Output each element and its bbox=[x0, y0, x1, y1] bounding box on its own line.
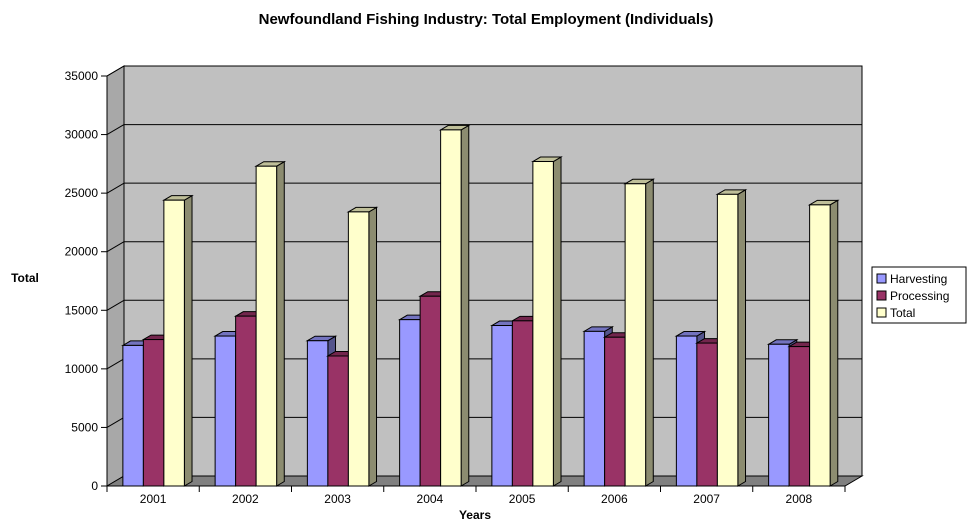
bar-front bbox=[583, 330, 606, 487]
legend-swatch bbox=[876, 307, 887, 318]
bar-front bbox=[696, 342, 718, 487]
legend-label: Harvesting bbox=[890, 272, 947, 286]
legend-label: Total bbox=[890, 306, 915, 320]
x-tick-label: 2005 bbox=[509, 492, 536, 506]
bar-front bbox=[511, 320, 534, 487]
bar-side bbox=[183, 194, 193, 487]
bar-front bbox=[255, 165, 278, 487]
bar-front bbox=[419, 295, 442, 487]
y-tick-label: 25000 bbox=[65, 186, 99, 200]
chart-title: Newfoundland Fishing Industry: Total Emp… bbox=[259, 11, 714, 28]
bar-side bbox=[737, 188, 747, 487]
bar-side bbox=[276, 160, 285, 487]
bar bbox=[531, 156, 563, 487]
y-tick-label: 20000 bbox=[65, 245, 99, 259]
gridline-side bbox=[106, 182, 125, 194]
gridline-side bbox=[106, 299, 125, 311]
bar-front bbox=[327, 355, 349, 487]
gridline-side bbox=[106, 241, 125, 253]
gridline-side bbox=[106, 416, 125, 428]
bar bbox=[715, 188, 748, 487]
bar-front bbox=[122, 344, 144, 487]
legend-swatch bbox=[876, 290, 887, 301]
y-tick-label: 10000 bbox=[65, 362, 99, 376]
legend-box bbox=[871, 266, 967, 324]
x-axis-title: Years bbox=[459, 508, 491, 522]
bar-front bbox=[716, 193, 739, 487]
bar-side bbox=[552, 156, 562, 487]
y-tick-label: 35000 bbox=[65, 69, 99, 83]
y-tick-label: 5000 bbox=[71, 420, 98, 434]
bar-side bbox=[645, 178, 654, 487]
y-tick-label: 30000 bbox=[65, 128, 99, 142]
bar bbox=[346, 206, 379, 487]
bar bbox=[807, 199, 840, 487]
x-tick-label: 2007 bbox=[693, 492, 720, 506]
bar-side bbox=[460, 124, 470, 487]
bar-front bbox=[768, 343, 790, 487]
bar-front bbox=[532, 161, 554, 487]
gridline-side bbox=[106, 124, 125, 136]
bar-front bbox=[235, 315, 257, 487]
bar-front bbox=[788, 346, 811, 487]
bar-side bbox=[368, 206, 378, 487]
bar-front bbox=[163, 199, 185, 487]
bar-side bbox=[829, 199, 839, 487]
y-axis-title: Total bbox=[11, 271, 39, 285]
bar-front bbox=[399, 319, 421, 487]
x-tick-label: 2008 bbox=[786, 492, 813, 506]
x-tick-labels: 2001 2002 2003 2004 2005 2006 2007 2008 bbox=[140, 492, 813, 506]
bar bbox=[438, 124, 471, 487]
bar-front bbox=[347, 211, 370, 487]
bar-front bbox=[675, 335, 698, 487]
bar-front bbox=[214, 335, 237, 487]
legend: Harvesting Processing Total bbox=[871, 266, 967, 324]
bar bbox=[254, 160, 287, 487]
bar-front bbox=[809, 204, 831, 487]
x-tick-label: 2006 bbox=[601, 492, 628, 506]
bars bbox=[121, 124, 840, 487]
gridline-side bbox=[106, 65, 125, 77]
x-tick-label: 2004 bbox=[417, 492, 444, 506]
legend-label: Processing bbox=[890, 289, 949, 303]
gridline-side bbox=[106, 358, 125, 370]
bar bbox=[162, 194, 194, 487]
bar-front bbox=[440, 129, 462, 487]
y-tick-label: 15000 bbox=[65, 303, 99, 317]
bar-front bbox=[624, 183, 647, 487]
x-tick-label: 2002 bbox=[232, 492, 259, 506]
y-tick-label: 0 bbox=[91, 479, 98, 493]
bar-front bbox=[604, 336, 626, 487]
x-tick-label: 2003 bbox=[324, 492, 351, 506]
x-tick-label: 2001 bbox=[140, 492, 167, 506]
bar-front bbox=[491, 325, 513, 487]
bar bbox=[623, 178, 656, 487]
bar-front bbox=[306, 340, 329, 487]
legend-swatch bbox=[876, 273, 887, 284]
bar-front bbox=[142, 339, 165, 487]
y-tick-labels: 0 5000 10000 15000 20000 25000 30000 35000 bbox=[65, 69, 99, 493]
